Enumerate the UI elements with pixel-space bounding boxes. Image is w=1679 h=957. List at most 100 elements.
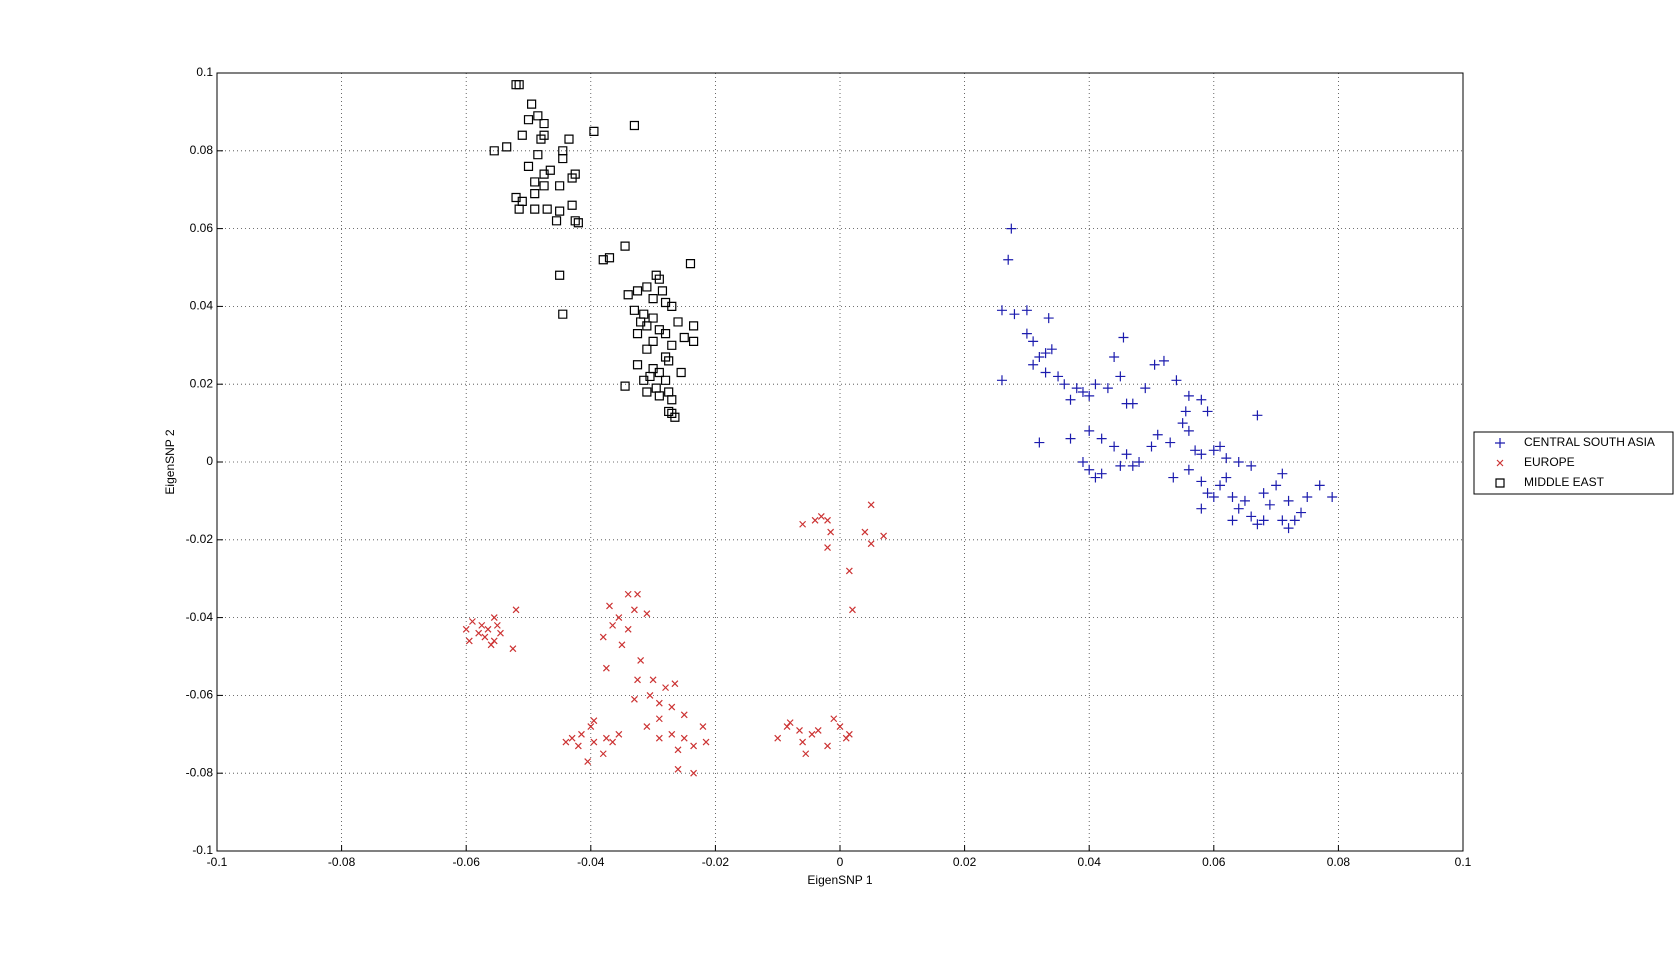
- point: [1190, 445, 1201, 456]
- point: [527, 99, 537, 109]
- point: [667, 395, 677, 405]
- point: [1140, 383, 1151, 394]
- point: [590, 717, 598, 725]
- x-tick-label: 0.06: [1202, 855, 1226, 869]
- point: [649, 676, 657, 684]
- point: [1171, 375, 1182, 386]
- point: [648, 336, 658, 347]
- point: [655, 699, 663, 707]
- point: [1327, 492, 1338, 503]
- point: [1168, 472, 1179, 483]
- point: [632, 360, 643, 370]
- point: [484, 625, 492, 633]
- point: [539, 118, 549, 129]
- point: [1009, 309, 1020, 320]
- point: [660, 329, 671, 339]
- legend-label: MIDDLE EAST: [1524, 475, 1605, 489]
- y-tick-label: -0.08: [186, 765, 214, 779]
- point: [514, 80, 524, 90]
- x-tick-label: -0.02: [702, 855, 730, 869]
- point: [599, 633, 607, 641]
- point: [1021, 328, 1032, 339]
- point: [1277, 515, 1288, 526]
- point: [1158, 355, 1169, 366]
- point: [1183, 390, 1194, 401]
- point: [639, 309, 649, 319]
- y-tick-label: 0.1: [196, 65, 213, 79]
- point: [1277, 468, 1288, 479]
- point: [558, 153, 568, 164]
- point: [817, 513, 825, 520]
- point: [688, 336, 699, 347]
- point: [1077, 386, 1088, 397]
- point: [618, 641, 626, 649]
- point: [555, 270, 565, 280]
- point: [545, 165, 555, 175]
- point: [1043, 313, 1054, 324]
- point: [1084, 425, 1095, 436]
- point: [679, 332, 689, 343]
- point: [539, 169, 549, 179]
- point: [620, 241, 630, 251]
- point: [662, 684, 669, 692]
- point: [676, 367, 686, 378]
- point: [799, 738, 807, 746]
- point: [602, 664, 610, 672]
- y-tick-label: 0.08: [190, 143, 214, 157]
- point: [642, 321, 652, 331]
- point: [536, 134, 546, 144]
- point: [1028, 359, 1039, 370]
- point: [517, 130, 527, 140]
- point: [523, 115, 534, 125]
- point: [1134, 457, 1145, 467]
- point: [637, 656, 645, 664]
- point: [609, 621, 617, 629]
- point: [478, 621, 486, 629]
- point: [655, 715, 663, 723]
- point: [1059, 379, 1070, 390]
- point: [1246, 460, 1257, 471]
- point: [657, 286, 668, 296]
- point: [624, 625, 632, 633]
- point: [1252, 519, 1263, 530]
- point: [1196, 476, 1207, 487]
- point: [1196, 449, 1207, 460]
- y-tick-label: -0.06: [186, 688, 214, 702]
- point: [690, 742, 698, 750]
- point: [599, 750, 607, 758]
- point: [1180, 406, 1191, 417]
- point: [624, 590, 632, 598]
- point: [517, 196, 527, 206]
- point: [1283, 495, 1294, 506]
- point: [509, 645, 517, 653]
- x-tick-label: 0: [837, 855, 844, 869]
- point: [530, 177, 540, 187]
- point: [490, 614, 498, 622]
- point: [1302, 492, 1313, 503]
- point: [654, 325, 664, 335]
- point: [551, 216, 562, 226]
- point: [880, 532, 888, 540]
- point: [671, 680, 679, 688]
- point: [664, 387, 674, 397]
- point: [481, 633, 489, 641]
- point: [530, 188, 540, 199]
- point: [667, 340, 677, 350]
- point: [1221, 453, 1232, 464]
- point: [1252, 410, 1263, 421]
- point: [655, 734, 663, 742]
- point: [502, 142, 512, 152]
- point: [1215, 441, 1226, 452]
- point: [465, 637, 473, 645]
- plot-frame: [216, 72, 1464, 852]
- y-tick-label: 0.02: [190, 376, 214, 390]
- y-tick-label: 0.06: [190, 221, 214, 235]
- point: [1208, 445, 1219, 456]
- point: [634, 676, 641, 684]
- point: [642, 387, 652, 397]
- point: [1314, 480, 1325, 491]
- point: [570, 216, 580, 226]
- point: [1115, 460, 1126, 471]
- point: [1152, 429, 1163, 440]
- point: [867, 501, 875, 509]
